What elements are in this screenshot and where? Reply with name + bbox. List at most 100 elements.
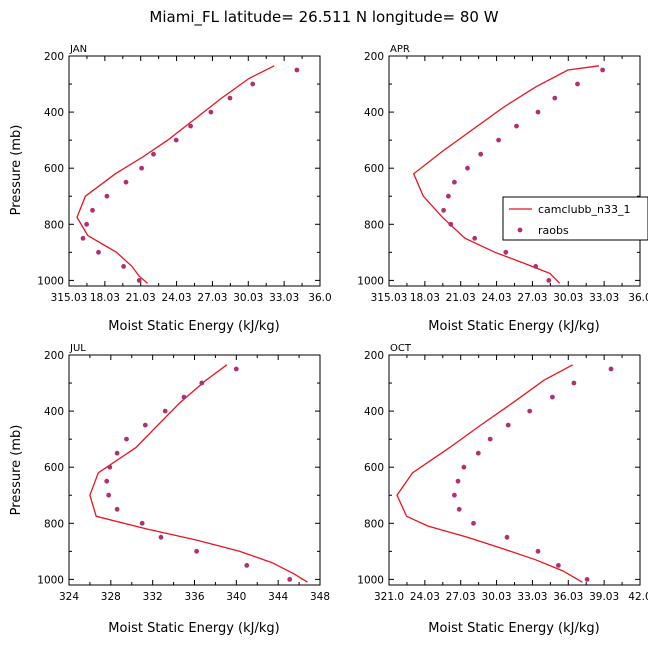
obs-point: [106, 492, 112, 498]
plot-area-apr: [412, 65, 605, 284]
obs-point: [114, 450, 120, 456]
y-axis-label-bottom: Pressure (mb): [9, 425, 24, 516]
obs-point: [575, 81, 580, 87]
x-tick-label: 33.03: [589, 292, 619, 304]
x-tick-label: 340: [226, 591, 246, 603]
obs-point: [478, 151, 484, 157]
obs-point: [139, 165, 145, 171]
panel-label-apr: APR: [390, 44, 410, 55]
plot-area-jul: [89, 364, 308, 583]
obs-point: [80, 235, 86, 241]
obs-point: [294, 67, 300, 73]
x-axis-label-jan: Moist Static Energy (kJ/kg): [108, 319, 279, 334]
x-tick-label: 18.03: [90, 292, 120, 304]
obs-point: [208, 109, 214, 115]
obs-point: [142, 422, 148, 428]
x-tick-label: 33.03: [269, 292, 299, 304]
obs-point: [550, 394, 555, 400]
x-tick-label: 24.03: [482, 292, 512, 304]
x-tick-label: 315.03: [371, 292, 408, 304]
obs-point: [104, 193, 110, 199]
x-tick-label: 18.03: [410, 292, 440, 304]
plot-frame-apr: [388, 55, 641, 287]
y-tick-label: 400: [44, 406, 64, 418]
panel-label-jan: JAN: [69, 44, 87, 55]
x-tick-label: 33.03: [517, 591, 547, 603]
x-tick-label: 332: [143, 591, 163, 603]
y-tick-label: 200: [44, 51, 64, 63]
obs-point: [503, 249, 509, 255]
legend-label-obs: raobs: [538, 224, 569, 237]
obs-point: [514, 123, 519, 129]
obs-point: [556, 563, 561, 568]
obs-point: [227, 95, 233, 101]
obs-point: [533, 264, 539, 269]
obs-point: [505, 422, 511, 428]
obs-point: [124, 436, 129, 442]
x-tick-label: 324: [59, 591, 79, 603]
obs-point: [465, 165, 470, 171]
x-tick-label: 24.03: [162, 292, 192, 304]
obs-point: [455, 478, 461, 484]
obs-point: [535, 548, 541, 554]
x-tick-label: 321.0: [374, 591, 404, 603]
obs-point: [446, 193, 451, 199]
obs-point: [194, 548, 200, 554]
x-tick-label: 27.03: [197, 292, 227, 304]
plot-area-jan: [76, 65, 300, 284]
x-tick-label: 348: [310, 591, 330, 603]
obs-point: [233, 366, 239, 372]
obs-point: [461, 464, 467, 470]
obs-point: [600, 67, 605, 73]
x-tick-label: 30.03: [553, 292, 583, 304]
x-tick-label: 27.03: [517, 292, 547, 304]
plot-frame-oct: [388, 354, 641, 586]
legend-label-model: camclubb_n33_1: [538, 203, 631, 216]
obs-point: [199, 380, 205, 386]
obs-point: [452, 492, 457, 498]
x-tick-label: 39.03: [589, 591, 619, 603]
x-axis-label-oct: Moist Static Energy (kJ/kg): [428, 621, 599, 636]
obs-point: [121, 264, 126, 269]
x-tick-label: 42.0: [628, 591, 648, 603]
y-tick-label: 200: [44, 350, 64, 362]
plot-frame-jan: [68, 55, 321, 287]
obs-point: [608, 366, 614, 372]
series-line-jan: [76, 65, 275, 284]
y-tick-label: 1000: [357, 275, 384, 287]
series-line-oct: [396, 364, 583, 583]
obs-point: [527, 408, 533, 414]
y-tick-label: 400: [44, 107, 64, 119]
obs-point: [475, 450, 481, 456]
obs-point: [107, 464, 113, 470]
series-line-jul: [89, 364, 308, 583]
panel-label-jul: JUL: [69, 343, 86, 354]
obs-point: [496, 137, 501, 143]
obs-point: [487, 436, 493, 442]
y-tick-label: 800: [44, 219, 64, 231]
y-tick-label: 200: [364, 51, 384, 63]
y-tick-label: 600: [364, 163, 384, 175]
obs-point: [158, 534, 164, 540]
y-tick-label: 800: [364, 219, 384, 231]
obs-point: [90, 207, 95, 213]
y-tick-label: 800: [44, 518, 64, 530]
figure-title: Miami_FL latitude= 26.511 N longitude= 8…: [149, 8, 498, 27]
x-tick-label: 328: [101, 591, 121, 603]
obs-point: [136, 278, 142, 283]
obs-point: [250, 81, 256, 87]
obs-point: [287, 577, 293, 582]
y-axis-label-top: Pressure (mb): [9, 125, 24, 216]
y-tick-label: 600: [44, 462, 64, 474]
series-line-apr: [412, 65, 600, 284]
obs-point: [104, 478, 110, 484]
chart-panel-oct: 321.0 24.03 27.03 30.03 33.03 36.03 39.03 42.0 2…: [357, 350, 648, 603]
obs-point: [188, 123, 194, 129]
obs-point: [448, 221, 454, 227]
plot-area-oct: [396, 364, 614, 583]
obs-point: [456, 506, 462, 512]
x-tick-label: 21.03: [446, 292, 476, 304]
y-tick-label: 1000: [37, 574, 64, 586]
x-tick-label: 315.03: [51, 292, 88, 304]
